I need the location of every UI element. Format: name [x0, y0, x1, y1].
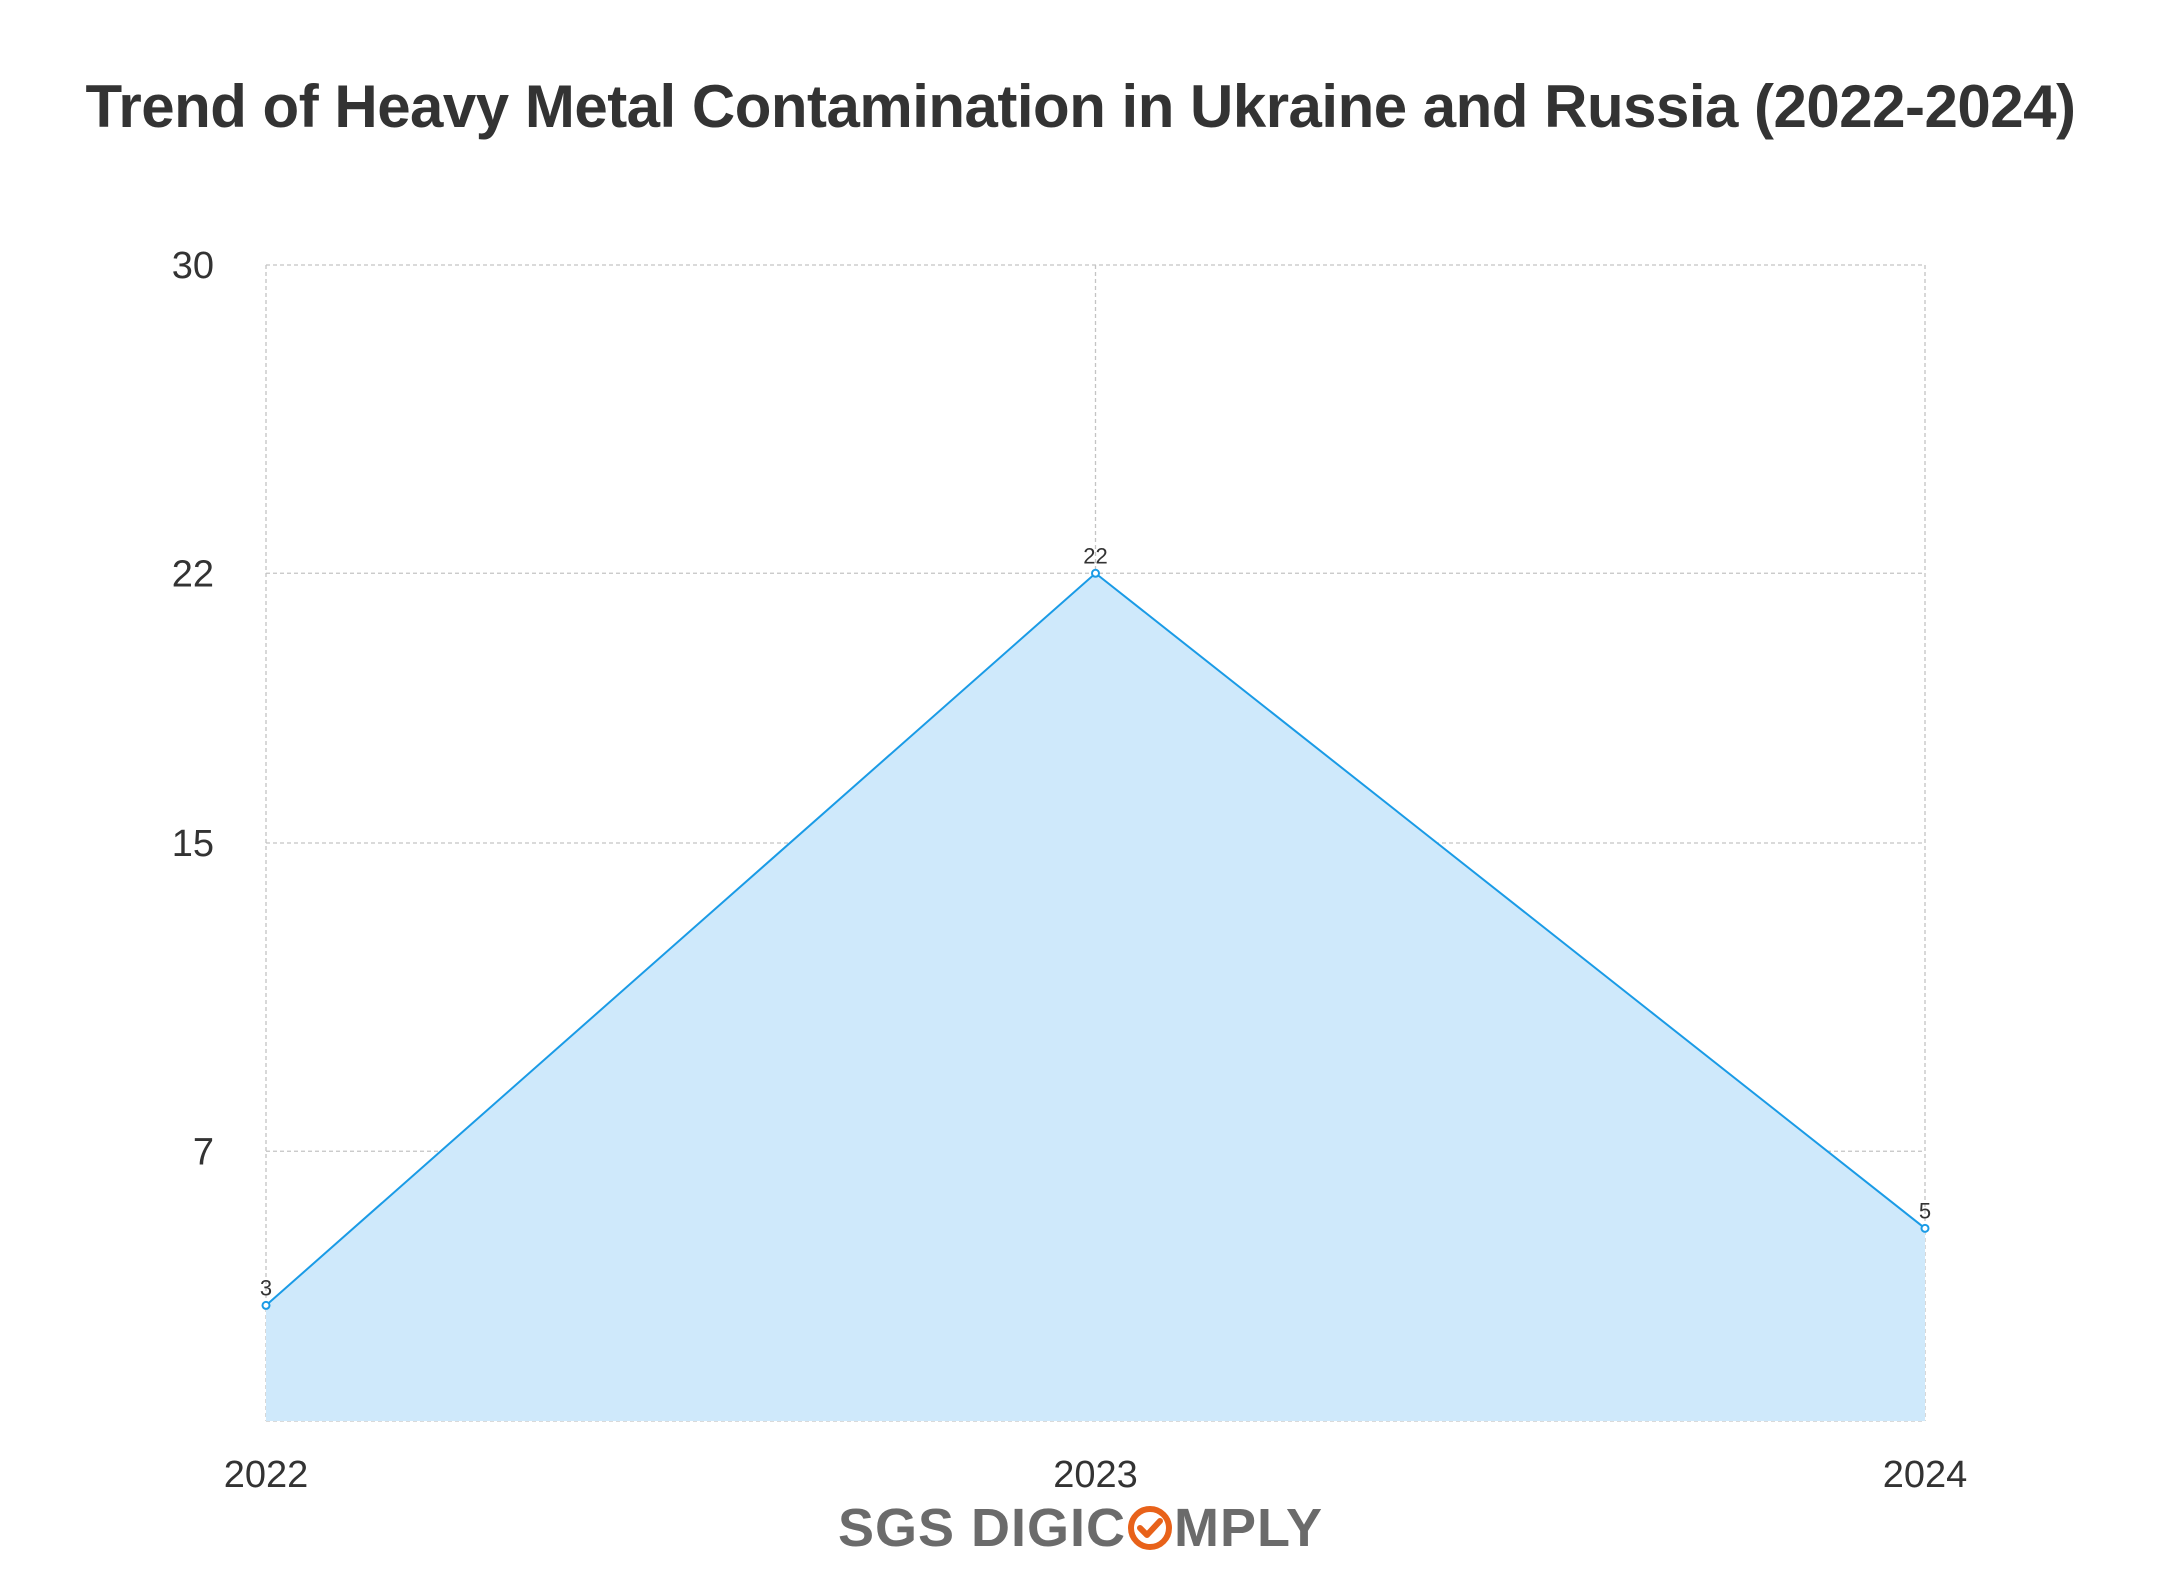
- data-point: [1920, 1223, 1930, 1233]
- data-label: 3: [260, 1275, 272, 1300]
- x-tick-label: 2024: [1883, 1454, 1968, 1496]
- y-axis-ticks: 7 15 22 30: [172, 245, 214, 1173]
- brand-logo: SGS DIGIC MPLY: [0, 1497, 2161, 1559]
- data-label: 5: [1919, 1198, 1931, 1223]
- area-fill: [266, 573, 1925, 1421]
- logo-text-right: MPLY: [1174, 1498, 1324, 1558]
- x-tick-label: 2022: [224, 1454, 309, 1496]
- data-point: [261, 1300, 271, 1310]
- x-tick-label: 2023: [1053, 1454, 1138, 1496]
- y-tick-label: 30: [172, 245, 214, 287]
- area-series: [261, 568, 1930, 1421]
- data-label: 22: [1083, 543, 1107, 568]
- orange-check-circle-icon: [1128, 1506, 1172, 1550]
- y-tick-label: 7: [193, 1131, 214, 1173]
- y-tick-label: 22: [172, 553, 214, 595]
- chart-title: Trend of Heavy Metal Contamination in Uk…: [85, 73, 2076, 140]
- x-axis-ticks: 2022 2023 2024: [224, 1454, 1968, 1496]
- y-tick-label: 15: [172, 823, 214, 865]
- data-point: [1091, 568, 1100, 578]
- data-labels: 3 22 5: [260, 543, 1931, 1300]
- logo-text-left: SGS DIGIC: [837, 1498, 1126, 1558]
